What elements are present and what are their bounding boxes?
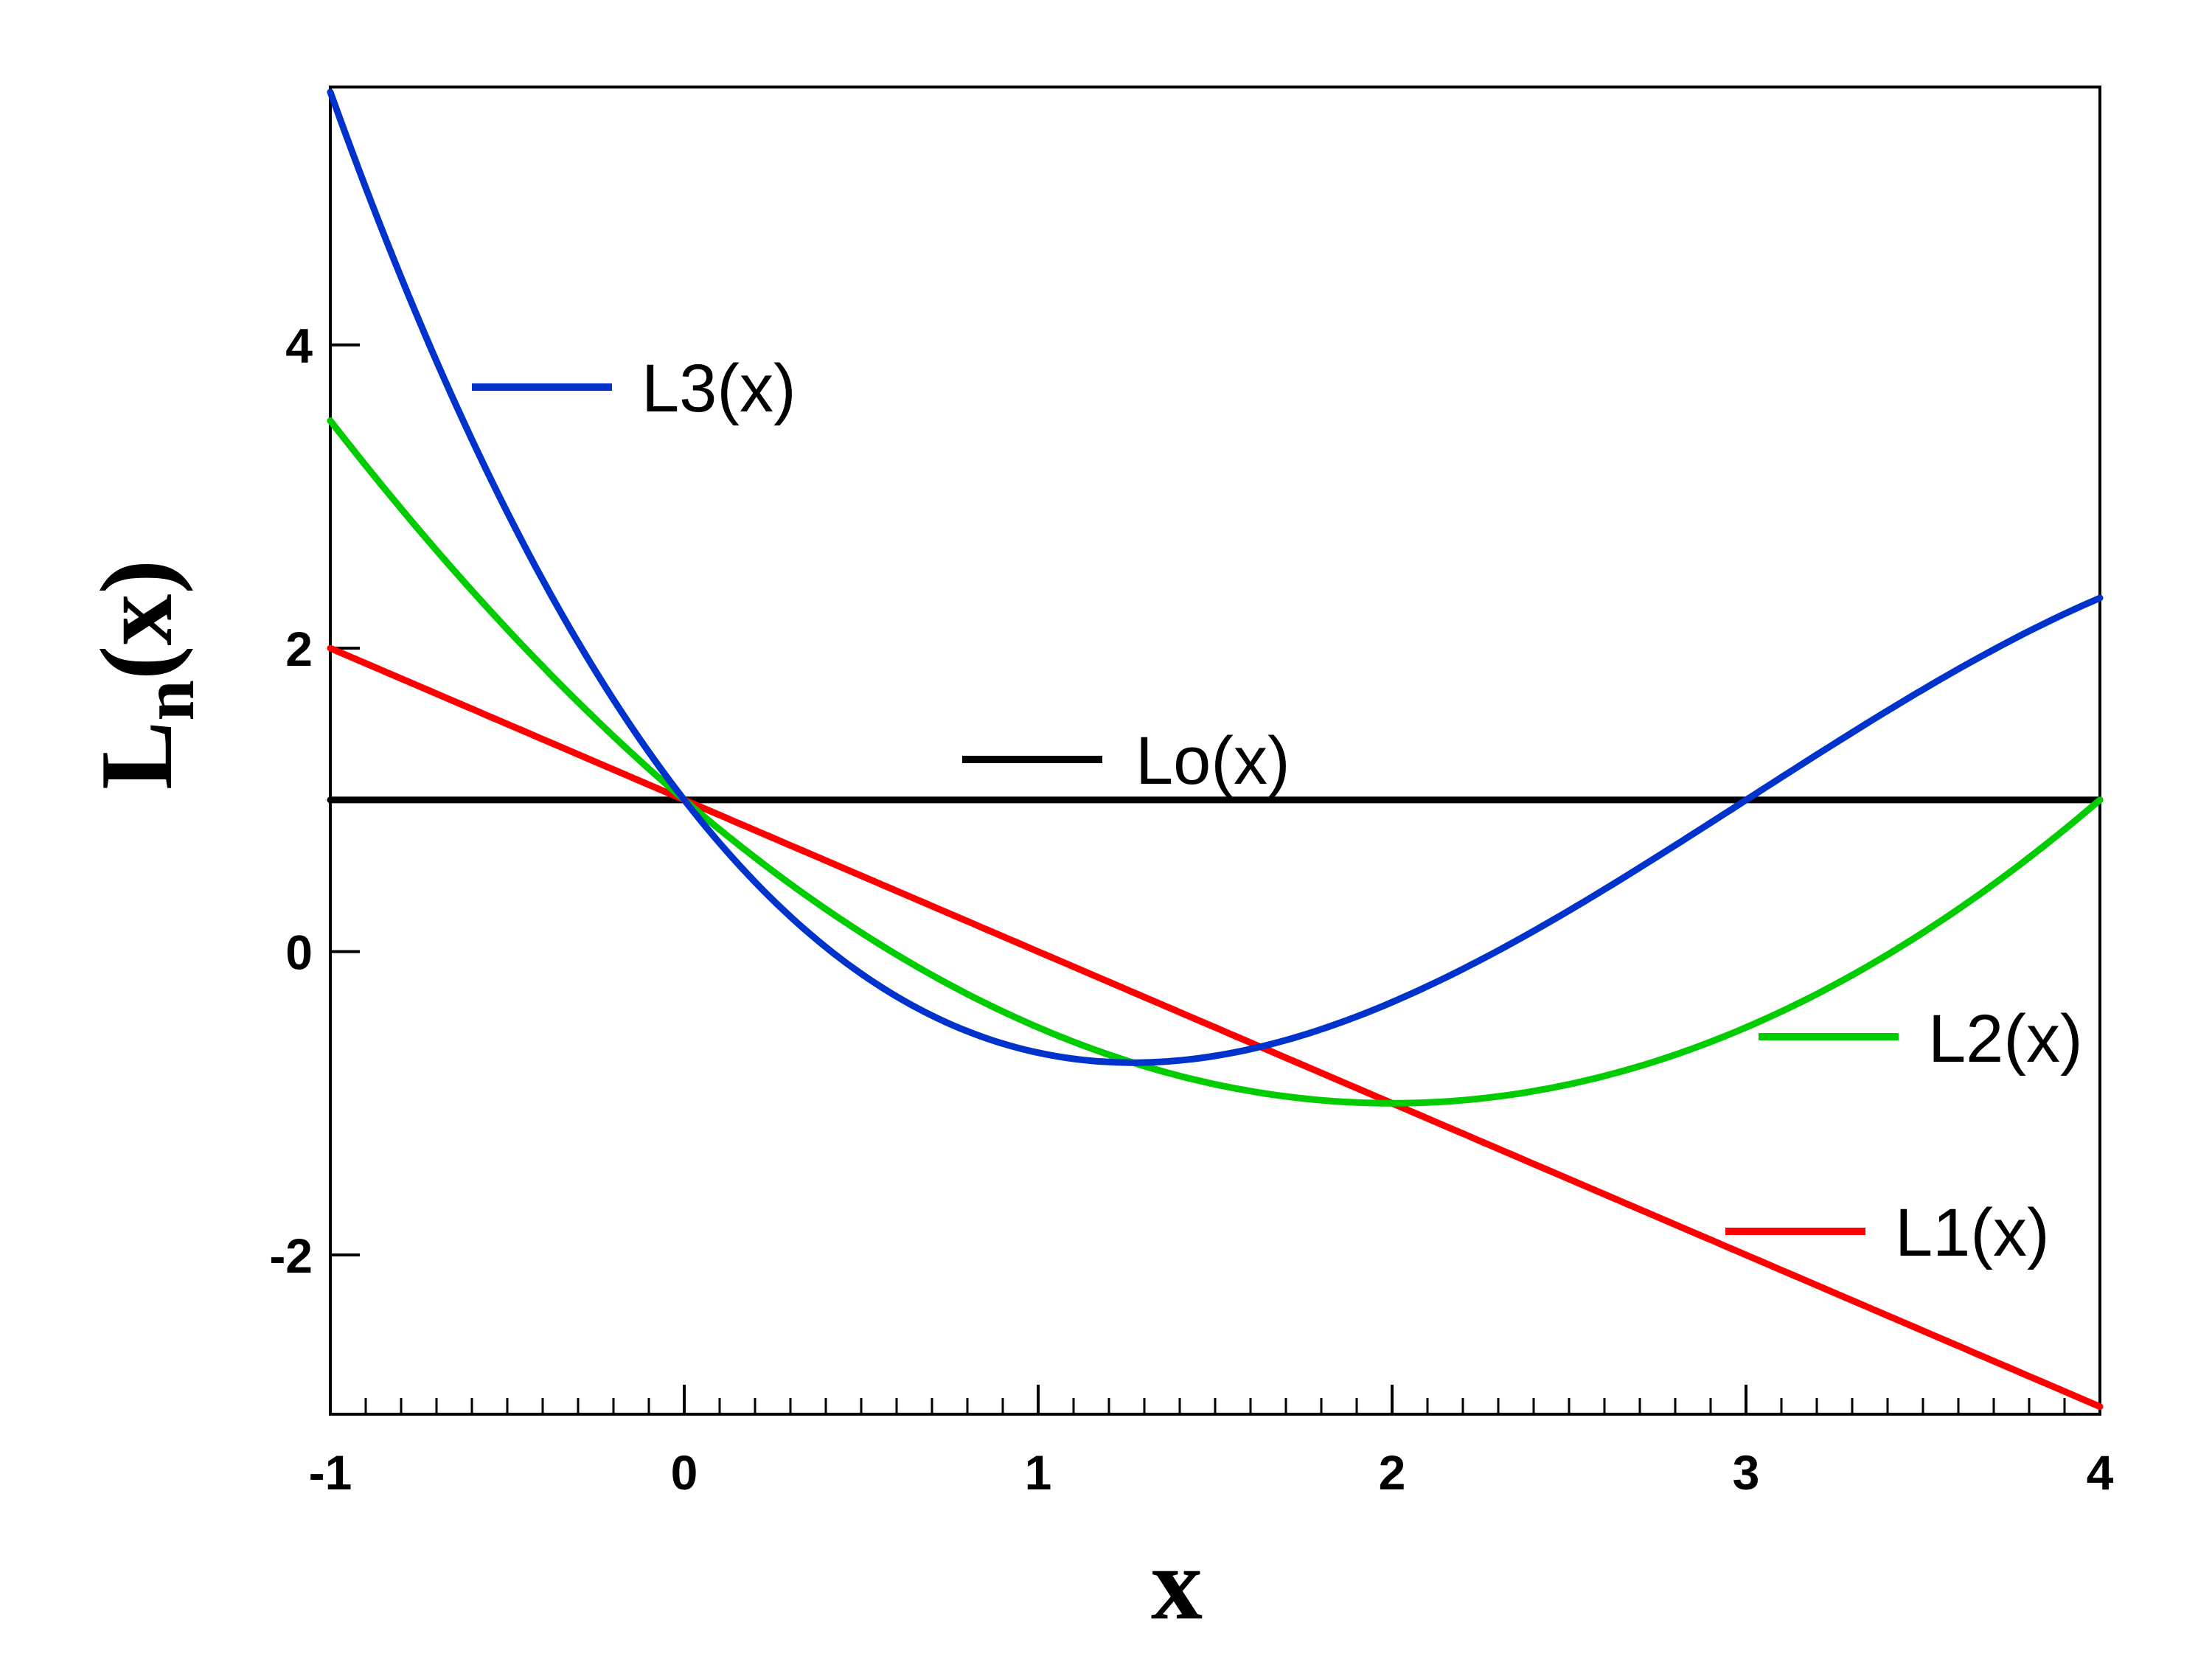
legend-item-l3: L3(x) — [472, 351, 796, 426]
legend-item-l0: Lo(x) — [962, 723, 1290, 799]
x-tick-label: 0 — [671, 1445, 698, 1500]
legend-label: L3(x) — [641, 351, 796, 426]
y-axis-title-rest: (x) — [80, 560, 194, 680]
x-tick-label: 4 — [2087, 1445, 2114, 1500]
series-line-l2 — [327, 417, 2104, 1107]
x-tick-label: 2 — [1379, 1445, 1406, 1500]
y-axis-title: Ln(x) — [80, 560, 209, 790]
x-axis-title: x — [1151, 1527, 1203, 1641]
legend-item-l2: L2(x) — [1759, 1001, 2083, 1077]
y-tick-label: 0 — [285, 925, 313, 980]
major-ticks: -1 0 1 2 3 4 -2 0 2 4 — [269, 319, 2113, 1500]
legend: Lo(x) L1(x) L2(x) L3(x) — [472, 351, 2083, 1270]
legend-label: Lo(x) — [1135, 723, 1290, 799]
y-tick-label: 4 — [285, 319, 313, 373]
legend-label: L1(x) — [1895, 1195, 2050, 1270]
legend-label: L2(x) — [1928, 1001, 2083, 1077]
y-tick-label: -2 — [269, 1228, 313, 1283]
y-tick-label: 2 — [285, 622, 313, 676]
x-tick-label: -1 — [309, 1445, 352, 1500]
x-tick-label: 3 — [1733, 1445, 1760, 1500]
legend-item-l1: L1(x) — [1725, 1195, 2050, 1270]
series-line-l3 — [327, 88, 2104, 1066]
x-tick-label: 1 — [1025, 1445, 1052, 1500]
series-curves — [327, 88, 2104, 1411]
y-axis-title-main: L — [80, 721, 194, 790]
svg-text:Ln(x): Ln(x) — [80, 560, 209, 790]
y-axis-title-subscript: n — [128, 680, 209, 721]
x-minor-ticks — [364, 1398, 2066, 1414]
series-line-l1 — [327, 644, 2104, 1411]
